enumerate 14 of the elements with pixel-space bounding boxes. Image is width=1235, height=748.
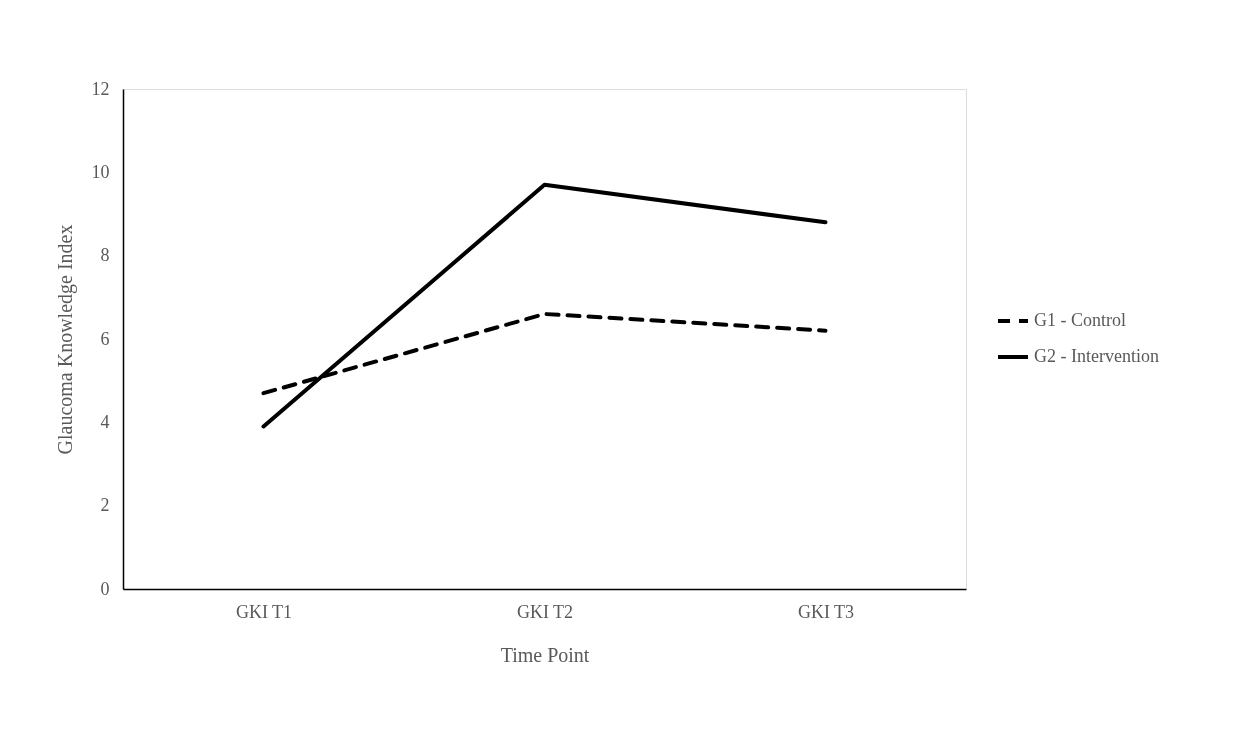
y-tick-label: 12 <box>91 78 110 99</box>
y-tick-label: 6 <box>100 328 110 349</box>
y-tick-label: 4 <box>100 411 110 432</box>
y-tick-label: 2 <box>100 495 110 516</box>
x-tick-label: GKI T1 <box>235 601 293 622</box>
y-axis-title: Glaucoma Knowledge Index <box>53 224 77 455</box>
legend-label: G1 - Control <box>1034 310 1126 330</box>
y-tick-label: 8 <box>100 245 110 266</box>
x-axis-title: Time Point <box>500 643 590 666</box>
x-tick-label: GKI T3 <box>797 601 855 622</box>
y-tick-label: 0 <box>100 578 110 599</box>
y-tick-label: 10 <box>91 161 110 182</box>
legend-label: G2 - Intervention <box>1034 346 1159 366</box>
x-tick-label: GKI T2 <box>516 601 574 622</box>
